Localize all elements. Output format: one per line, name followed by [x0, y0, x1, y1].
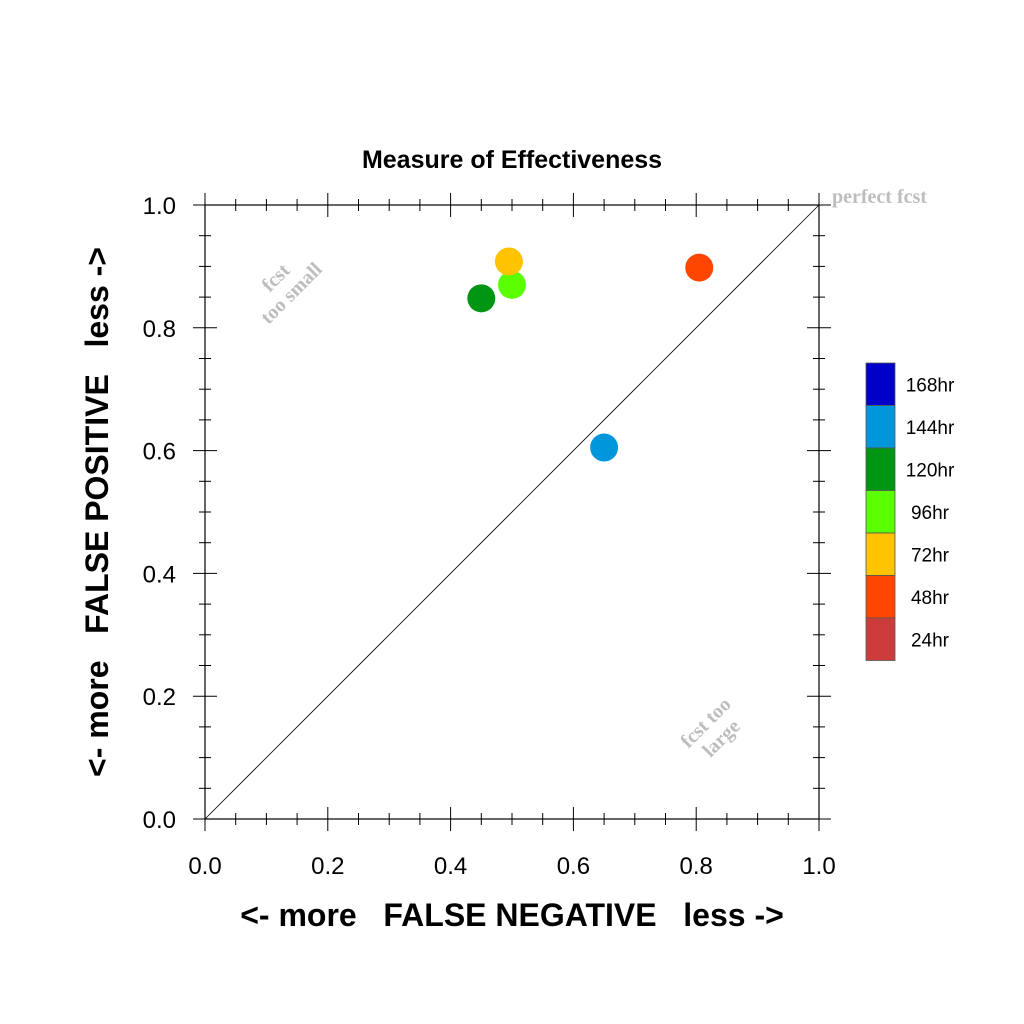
legend-label-24hr: 24hr — [911, 630, 950, 651]
data-point-72hr — [494, 247, 523, 276]
plot-area: 0.0 0.2 0.4 0.6 0.8 1.0 0.0 0.2 0.4 0.6 0.8 1.0 — [143, 193, 836, 880]
perfect-fcst-annotation: perfect fcst — [832, 186, 927, 208]
legend-swatch-48hr — [865, 575, 896, 619]
y-tick-label: 0.6 — [143, 439, 176, 466]
y-tick-label: 0.2 — [143, 684, 176, 711]
legend-label-48hr: 48hr — [911, 588, 950, 609]
y-axis-label: <- more FALSE POSITIVE less -> — [79, 247, 115, 777]
data-point-48hr — [685, 253, 714, 282]
too-small-annotation: fcst too small — [256, 258, 326, 328]
data-points — [467, 247, 714, 462]
legend-label-144hr: 144hr — [906, 418, 955, 439]
data-point-120hr — [467, 284, 496, 313]
legend-swatch-120hr — [865, 447, 896, 491]
x-tick-label: 0.6 — [557, 853, 590, 880]
y-tick-label: 0.8 — [143, 316, 176, 343]
legend-swatch-168hr — [865, 362, 896, 406]
axis-ticks — [193, 193, 831, 831]
chart-title: Measure of Effectiveness — [362, 146, 662, 174]
legend-swatch-144hr — [865, 405, 896, 449]
legend-label-168hr: 168hr — [906, 375, 955, 396]
too-large-annotation: fcst too large — [676, 693, 744, 761]
legend-label-120hr: 120hr — [906, 460, 955, 481]
data-point-144hr — [590, 433, 619, 462]
legend-swatch-96hr — [865, 490, 896, 534]
legend-label-72hr: 72hr — [911, 545, 950, 566]
legend-label-96hr: 96hr — [911, 503, 950, 524]
y-tick-label: 0.0 — [143, 807, 176, 834]
too-small-line-2: too small — [256, 258, 326, 328]
y-tick-label: 1.0 — [143, 193, 176, 220]
x-tick-label: 0.2 — [311, 853, 344, 880]
y-tick-label: 0.4 — [143, 561, 176, 588]
x-tick-label: 0.0 — [188, 853, 221, 880]
tick-labels: 0.0 0.2 0.4 0.6 0.8 1.0 0.0 0.2 0.4 0.6 0.8 1.0 — [143, 193, 836, 880]
perfect-forecast-diagonal — [204, 204, 820, 820]
x-axis-label: <- more FALSE NEGATIVE less -> — [240, 897, 784, 933]
x-tick-label: 1.0 — [802, 853, 835, 880]
data-point-96hr — [498, 270, 526, 299]
legend-swatch-24hr — [865, 617, 896, 661]
x-tick-label: 0.8 — [680, 853, 713, 880]
legend-swatch-72hr — [865, 532, 896, 576]
legend: 168hr 144hr 120hr 96hr 72hr 48hr 24hr — [865, 362, 955, 661]
x-tick-label: 0.4 — [434, 853, 467, 880]
